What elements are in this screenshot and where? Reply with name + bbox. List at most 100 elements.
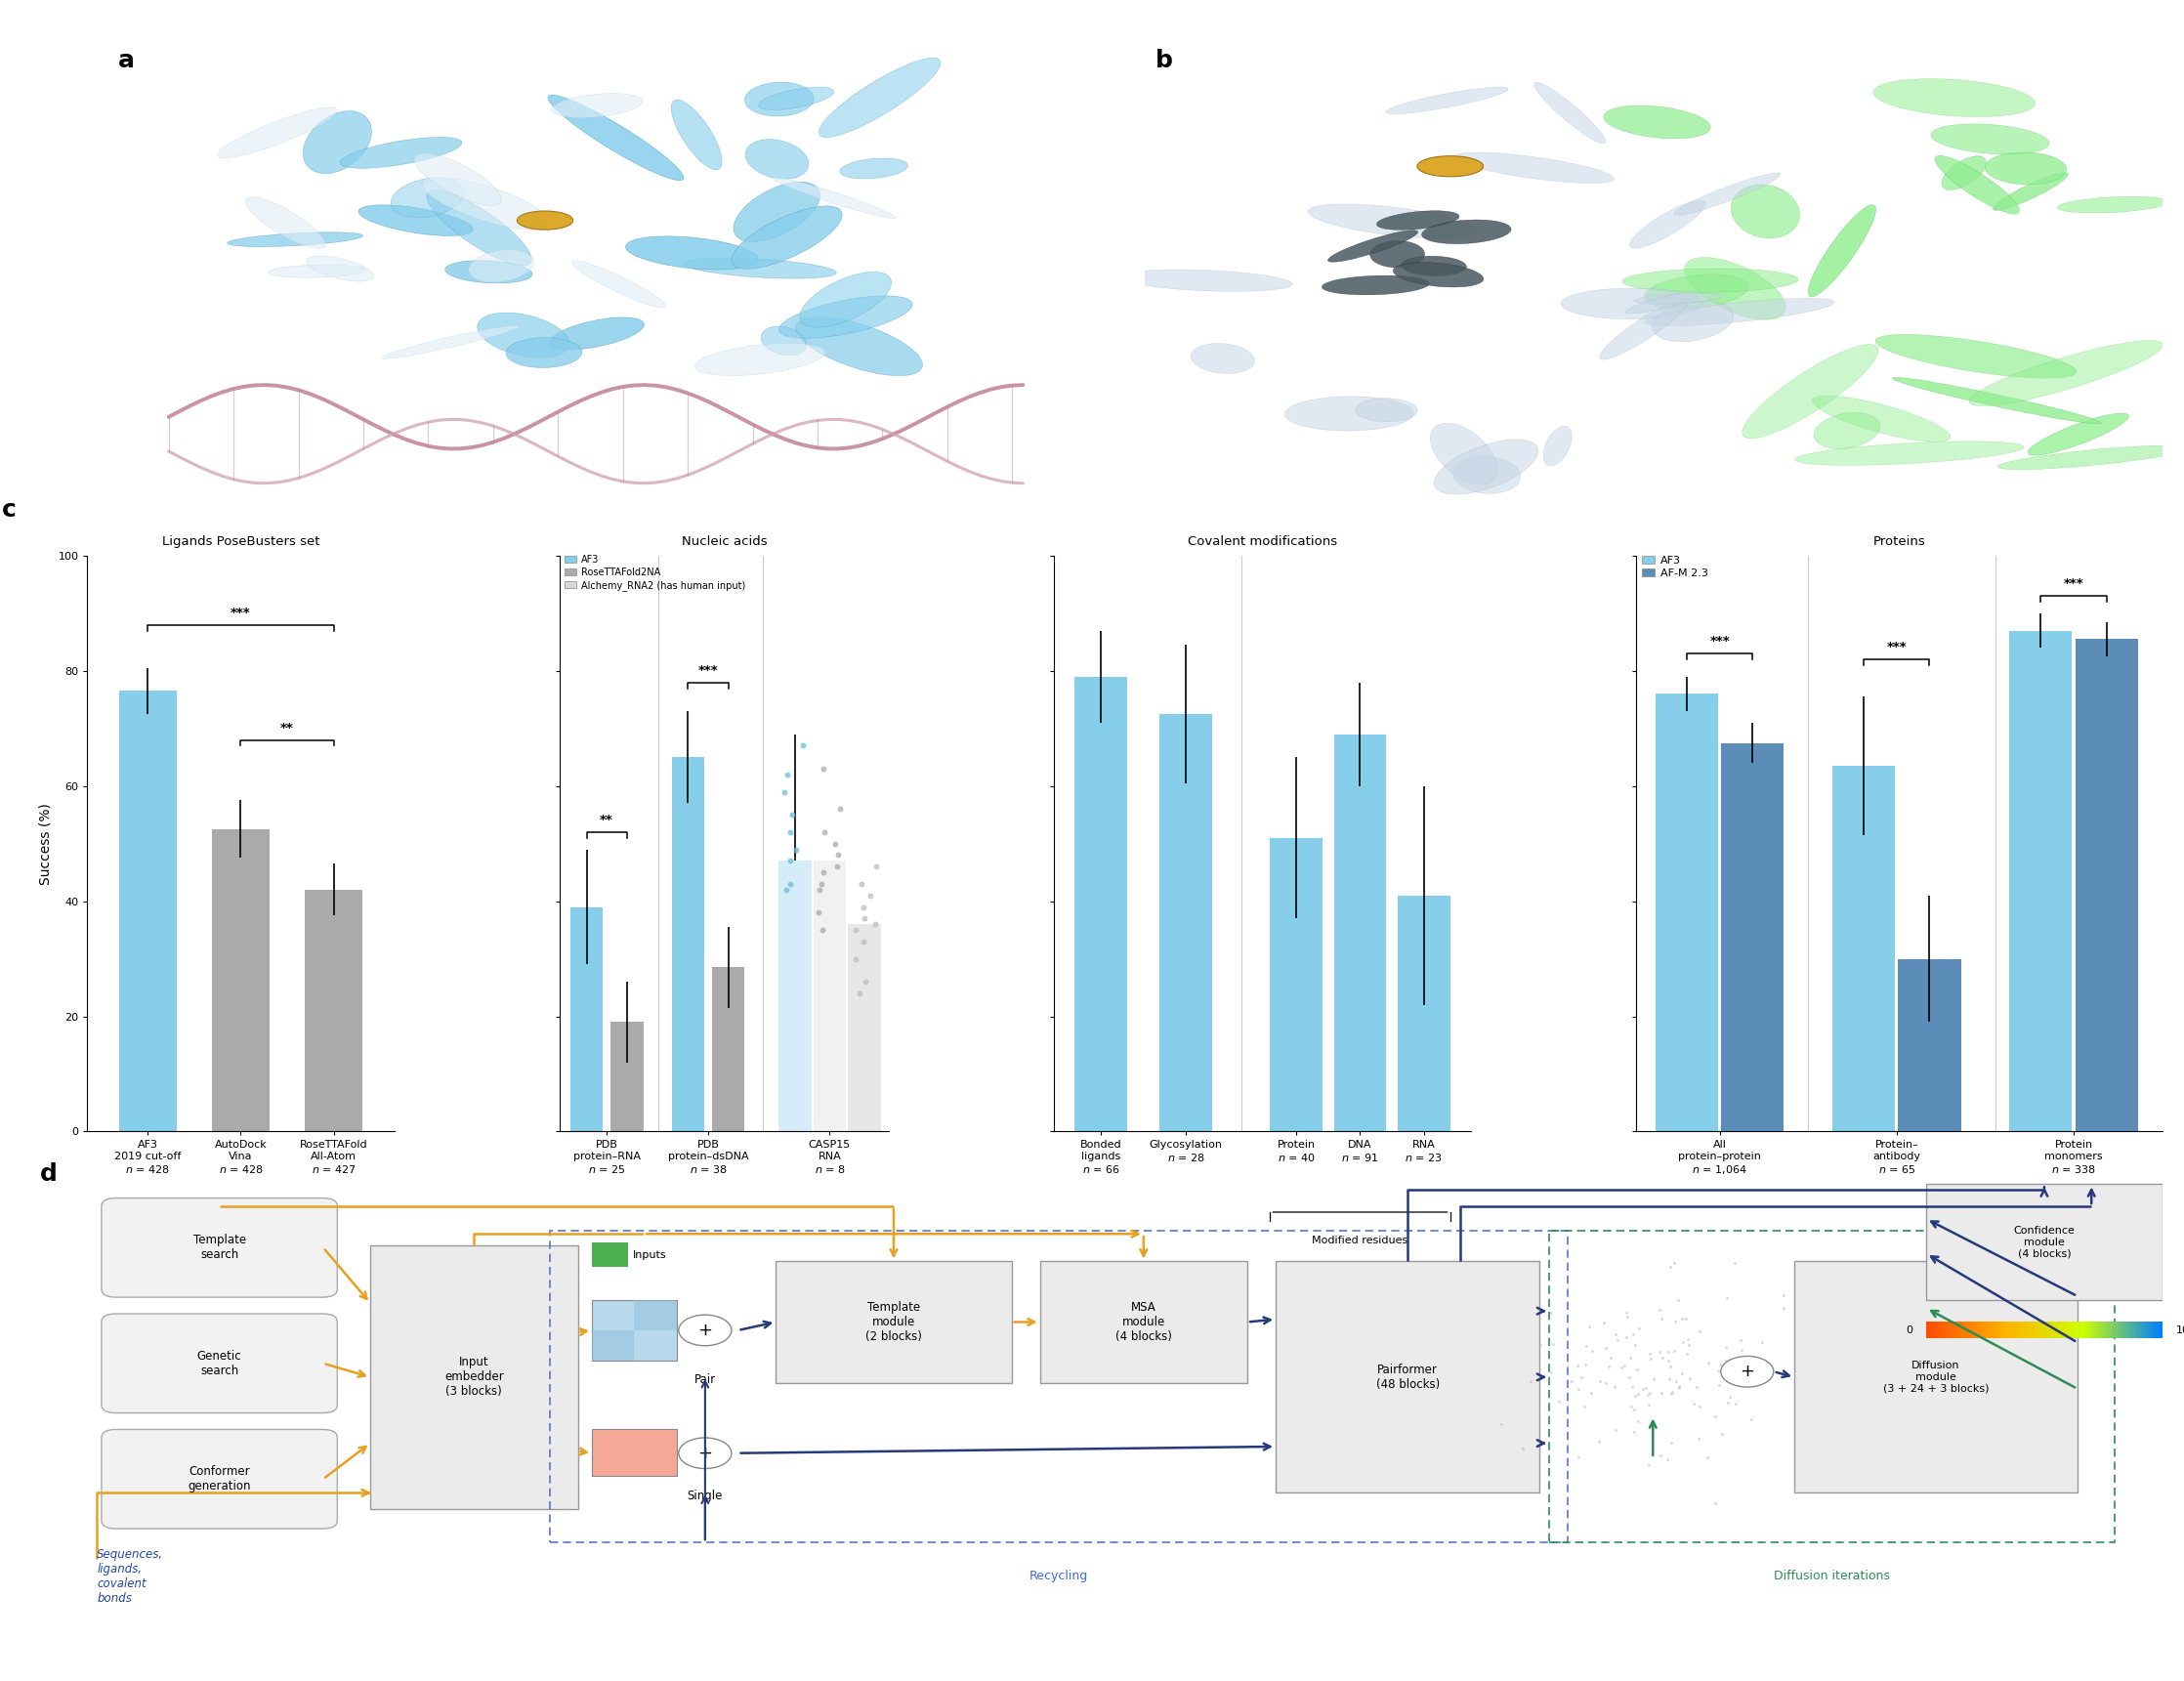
Point [1690,1444,1725,1471]
Point [1588,1335,1623,1362]
Point [786,733,821,760]
Point [806,819,841,846]
Point [843,871,878,898]
Point [1522,1331,1557,1358]
Point [1649,1446,1684,1473]
Point [1745,1328,1780,1355]
Bar [2009,630,2073,1131]
Text: ***: *** [232,607,251,619]
Legend: AF3, RoseTTAFold2NA, Alchemy_RNA2 (has human input): AF3, RoseTTAFold2NA, Alchemy_RNA2 (has h… [566,555,745,590]
Point [1697,1404,1732,1431]
Bar [2075,1321,2079,1338]
Bar [2153,1321,2156,1338]
Circle shape [679,1437,732,1469]
Bar [2020,1321,2025,1338]
Bar [592,1330,633,1360]
Title: Proteins: Proteins [1874,535,1926,548]
Bar [1987,1321,1992,1338]
Ellipse shape [446,261,533,282]
Point [1673,1365,1708,1392]
Point [1559,1352,1594,1378]
Bar [2051,1321,2055,1338]
Point [1610,1299,1645,1326]
Bar [2064,1321,2066,1338]
Bar [2092,1321,2094,1338]
FancyBboxPatch shape [1795,1261,2077,1493]
Bar [2033,1321,2035,1338]
Ellipse shape [1732,185,1800,239]
Point [1704,1352,1738,1378]
Ellipse shape [695,343,826,375]
Point [817,830,852,857]
Point [773,871,808,898]
Bar [2062,1321,2064,1338]
Bar [2003,1321,2005,1338]
Bar [778,861,812,1131]
Point [1575,1338,1610,1365]
Point [1634,1345,1669,1372]
Bar [2151,1321,2153,1338]
Title: Nucleic acids: Nucleic acids [681,535,767,548]
Text: MSA
module
(4 blocks): MSA module (4 blocks) [1116,1301,1173,1343]
Point [1642,1338,1677,1365]
Bar [2075,639,2138,1131]
Bar [1931,1321,1935,1338]
Bar [1979,1321,1981,1338]
Point [1793,1390,1828,1417]
Ellipse shape [358,205,474,235]
Bar [2055,1321,2060,1338]
FancyBboxPatch shape [1275,1261,1540,1493]
Bar [2014,1321,2018,1338]
Bar [1935,1321,1939,1338]
Ellipse shape [1562,287,1704,319]
Point [1555,1368,1590,1395]
Bar [2001,1321,2003,1338]
Text: Pair: Pair [695,1373,716,1387]
Point [1568,1331,1603,1358]
Ellipse shape [1603,106,1710,138]
Bar [2027,1321,2031,1338]
Bar [2112,1321,2116,1338]
Ellipse shape [1402,256,1465,276]
Point [1618,1331,1653,1358]
Ellipse shape [227,232,363,247]
Bar [2042,1321,2044,1338]
Bar [592,1299,677,1360]
Point [1723,1326,1758,1353]
FancyBboxPatch shape [100,1429,336,1528]
Point [1621,1315,1655,1341]
Ellipse shape [799,272,891,328]
Point [1642,1296,1677,1323]
Ellipse shape [1625,292,1697,314]
Bar [2011,1321,2014,1338]
Ellipse shape [1190,343,1256,373]
Point [1616,1419,1651,1446]
Ellipse shape [1985,153,2066,185]
Ellipse shape [1970,341,2162,405]
Point [1653,1429,1688,1456]
Point [854,883,889,909]
Bar [2035,1321,2038,1338]
Bar [1983,1321,1985,1338]
Point [1717,1360,1752,1387]
Bar [670,756,705,1131]
Ellipse shape [1452,456,1520,494]
Point [773,847,808,874]
Bar [2129,1321,2132,1338]
Ellipse shape [382,326,520,358]
Point [1618,1382,1653,1409]
Title: Ligands PoseBusters set: Ligands PoseBusters set [162,535,319,548]
Text: Inputs: Inputs [633,1251,666,1259]
Point [858,911,893,938]
Ellipse shape [470,250,533,282]
Ellipse shape [780,296,913,338]
Ellipse shape [245,197,325,249]
Ellipse shape [734,182,819,242]
Point [802,876,836,903]
Point [1679,1373,1714,1400]
Point [1599,1326,1634,1353]
Bar [2073,1321,2075,1338]
Text: c: c [2,498,15,521]
Point [804,871,839,898]
Bar [2160,1321,2162,1338]
